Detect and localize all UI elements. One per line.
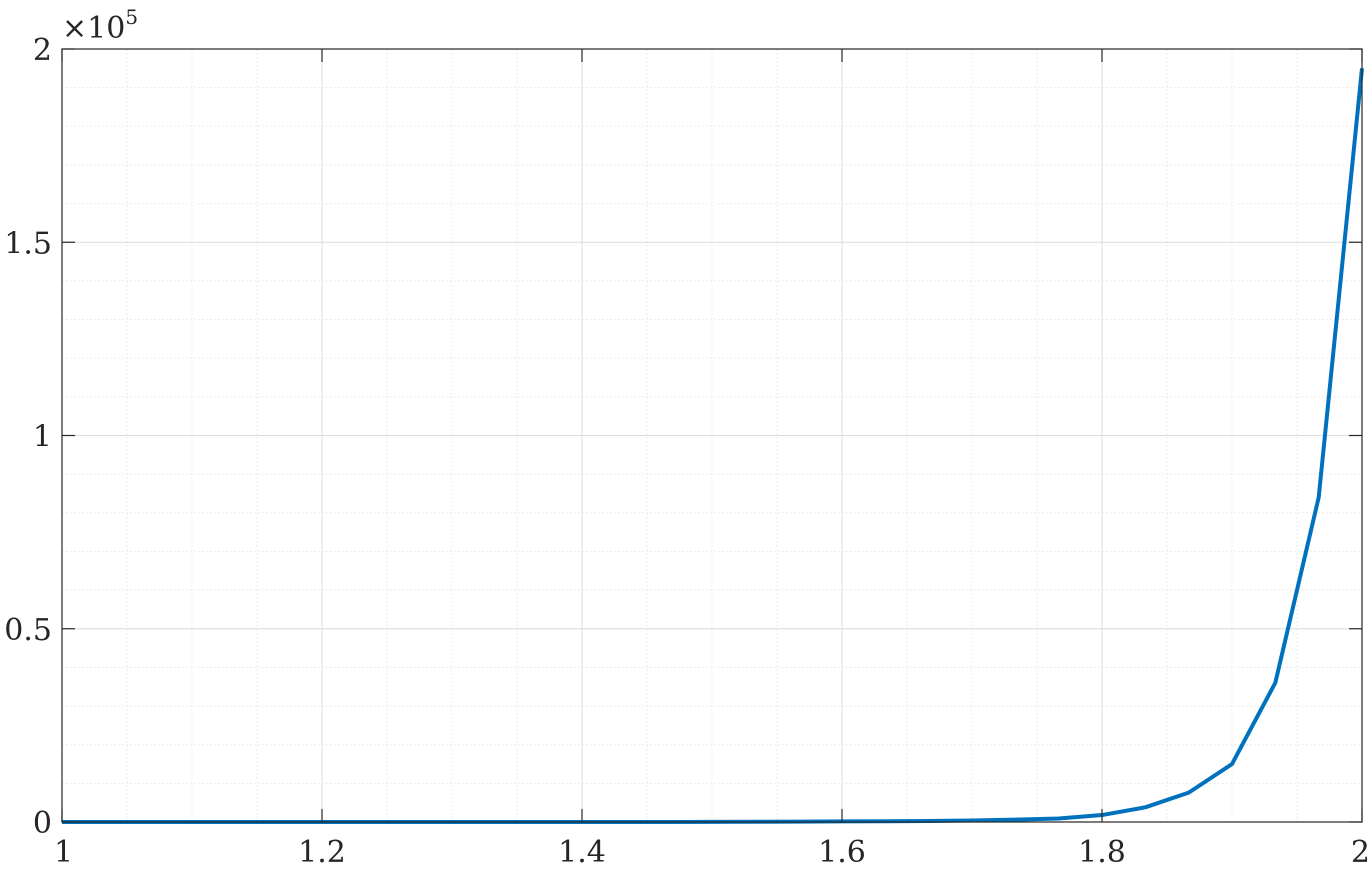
y-exponent-base: ×10 [62,11,125,46]
x-tick-label: 1.8 [1078,835,1126,869]
y-exponent-label: ×105 [62,5,138,46]
x-tick-label: 1.4 [558,835,606,869]
x-tick-labels: 1 1.2 1.4 1.6 1.8 2 [54,835,1370,869]
x-tick-label: 1.6 [818,835,866,869]
x-tick-label: 1.2 [298,835,346,869]
y-tick-label: 1.5 [4,226,52,261]
y-tick-label: 2 [33,33,52,68]
tick-marks [61,48,1363,823]
y-tick-labels: 0 0.5 1 1.5 2 [4,33,52,841]
y-exponent-power: 5 [125,5,138,29]
x-tick-label: 2 [1351,835,1370,869]
y-tick-label: 1 [33,420,52,455]
y-tick-label: 0 [33,806,52,841]
x-tick-label: 1 [54,835,73,869]
y-tick-label: 0.5 [4,613,52,648]
grid [61,48,1363,823]
